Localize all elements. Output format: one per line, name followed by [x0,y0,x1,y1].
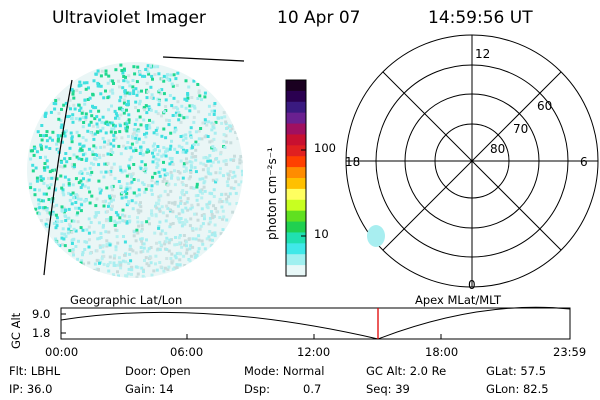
timeline-plot [60,306,571,340]
date-label: 10 Apr 07 [277,8,361,28]
filter-readout: Flt: LBHL [9,364,61,378]
terminator-line [43,79,73,276]
dsp-value: 0.7 [303,382,322,396]
timeline-left-label: Geographic Lat/Lon [70,293,183,307]
colorbar [285,79,307,277]
glon-readout: GLon: 82.5 [486,382,549,396]
mlt-label-6: 6 [580,155,588,169]
aurora-patch [367,225,385,247]
timeline-ytick-bottom: 1.8 [32,326,51,340]
colorbar-tick-10: 10 [314,227,329,241]
timeline-xtick-1200: 12:00 [297,345,331,359]
coastline-line [162,56,245,62]
polar-plot [345,34,599,288]
mlt-label-12: 12 [475,47,491,61]
timeline-xtick-0000: 00:00 [45,345,79,359]
lat-label-70: 70 [513,122,529,136]
geographic-image [27,56,245,278]
mlt-label-0: 0 [468,278,476,292]
lat-label-80: 80 [490,142,506,156]
instrument-title: Ultraviolet Imager [52,8,206,28]
glat-readout: GLat: 57.5 [486,364,547,378]
colorbar-tick-100: 100 [314,141,336,155]
time-label: 14:59:56 UT [428,8,533,28]
gain-readout: Gain: 14 [125,382,174,396]
timeline-xtick-1800: 18:00 [425,345,459,359]
timeline-ylabel: GC Alt [9,312,23,349]
timeline-xtick-0600: 06:00 [170,345,204,359]
ip-readout: IP: 36.0 [9,382,53,396]
lat-label-60: 60 [537,99,553,113]
dsp-label: Dsp: [244,382,271,396]
mode-readout: Mode: Normal [244,364,325,378]
colorbar-unit-label: photon cm⁻²s⁻¹ [265,147,279,240]
timeline-right-label: Apex MLat/MLT [415,293,502,307]
seq-readout: Seq: 39 [366,382,410,396]
timeline-xtick-2359: 23:59 [553,345,587,359]
door-readout: Door: Open [125,364,191,378]
gc-alt-readout: GC Alt: 2.0 Re [366,364,447,378]
mlt-label-18: 18 [345,155,361,169]
timeline-ytick-top: 9.0 [32,307,51,321]
